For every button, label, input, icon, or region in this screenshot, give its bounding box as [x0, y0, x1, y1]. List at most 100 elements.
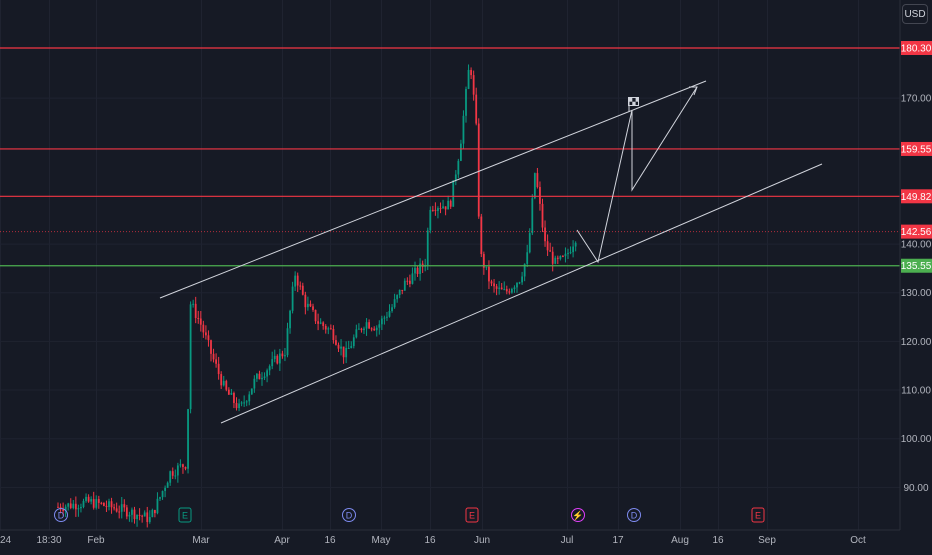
candlestick-series [57, 64, 577, 528]
candle [179, 459, 182, 468]
event-marker-earnings: E [751, 507, 765, 523]
price-axis-tick: 140.00 [901, 240, 932, 251]
event-marker-badge [627, 508, 641, 522]
price-level-label: 159.55 [901, 144, 932, 155]
candle [74, 496, 77, 517]
candle [95, 495, 98, 510]
candle [332, 325, 335, 344]
candle-body [125, 507, 128, 517]
candle-body [503, 289, 506, 291]
candle [215, 353, 217, 368]
candle [120, 496, 123, 519]
candle-body [141, 515, 144, 517]
channel-lower-line [220, 163, 823, 424]
candle [327, 326, 330, 335]
candle [485, 266, 488, 271]
candle-body [148, 517, 151, 523]
candle-body [370, 328, 373, 330]
candle-body [146, 512, 149, 523]
candle-body [485, 266, 488, 268]
candle [92, 491, 95, 510]
candle-body [113, 507, 115, 509]
time-axis-label: Oct [850, 535, 866, 546]
channel-upper-line [159, 80, 707, 299]
candle-body [271, 359, 274, 367]
candle [245, 400, 248, 407]
candle-body [136, 514, 138, 520]
time-axis-label: Jul [561, 535, 574, 546]
candle-body [498, 287, 501, 289]
event-marker-badge [54, 508, 68, 522]
candle [457, 158, 460, 179]
candle-body [174, 475, 177, 477]
candle-body [309, 303, 312, 307]
event-marker-earnings: E [178, 507, 192, 523]
candle [205, 325, 207, 340]
currency-button[interactable]: USD [902, 4, 928, 24]
candle-body [363, 328, 365, 331]
candle-body [347, 347, 350, 349]
candle [159, 496, 161, 501]
event-marker-badge [571, 508, 585, 522]
candle [442, 199, 444, 209]
candle-body [312, 306, 314, 310]
candle-body [74, 503, 77, 510]
candle [118, 505, 121, 519]
candle [403, 278, 406, 291]
candle [273, 349, 276, 363]
candle [304, 291, 307, 315]
candle [235, 397, 238, 411]
last-price-tag [901, 224, 932, 239]
candle [243, 395, 246, 407]
candle [477, 118, 480, 219]
candle-body [100, 502, 103, 504]
candle-body [97, 498, 100, 503]
candle-body [301, 285, 304, 295]
candle-body [324, 325, 327, 330]
candle-body [103, 502, 105, 506]
candle-body [296, 275, 299, 286]
candle [467, 64, 470, 90]
candle-body [447, 200, 450, 210]
price-level-tag [901, 141, 932, 156]
candle-body [398, 289, 401, 296]
candle-body [294, 275, 297, 287]
candle [488, 260, 490, 290]
candle [556, 255, 559, 265]
candle-body [533, 173, 536, 199]
event-marker-label: D [631, 511, 638, 521]
candle [123, 499, 126, 512]
price-axis-tick: 110.00 [901, 386, 931, 397]
candle-body [304, 294, 307, 308]
candle [194, 296, 197, 324]
candle-body [207, 335, 210, 341]
candle-body [403, 280, 406, 291]
candle [401, 289, 404, 295]
time-axis-label: Sep [758, 535, 776, 546]
candle-body [187, 409, 189, 469]
candle-body [220, 374, 223, 386]
candle-body [335, 340, 337, 345]
candle [319, 318, 322, 325]
candle [131, 507, 133, 523]
candle [189, 301, 192, 414]
candle-body [554, 257, 557, 264]
candle-body [401, 289, 404, 291]
candle-body [248, 394, 251, 402]
candle [505, 285, 508, 295]
candle-body [276, 355, 279, 364]
event-marker-dividend: D [54, 508, 68, 522]
flag-icon-square [635, 98, 639, 102]
candle-body [546, 241, 549, 251]
candle-body [429, 209, 432, 231]
time-axis-label: Aug [671, 535, 689, 546]
candle-body [189, 304, 192, 410]
candle-body [426, 230, 429, 266]
candle-body [411, 273, 414, 284]
candle [67, 502, 70, 511]
price-level-label: 180.30 [901, 44, 932, 55]
candle-body [449, 200, 452, 207]
candle-body [380, 318, 383, 325]
